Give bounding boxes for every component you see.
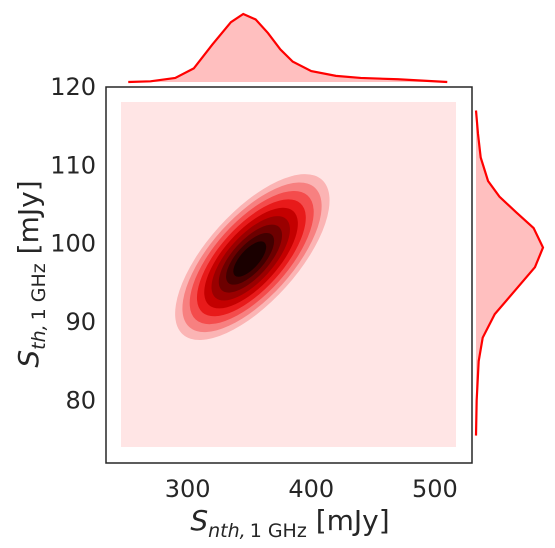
marginal-y-line	[474, 110, 545, 436]
x-axis-ticks: 300 400 500	[165, 475, 458, 503]
marginal-x-line	[128, 12, 448, 84]
marginal-y-fill	[476, 110, 543, 436]
joint-density-plot: 300 400 500 80 90 100 110 120	[50, 73, 473, 503]
marginal-x-fill	[128, 14, 448, 82]
y-tick-label: 80	[65, 386, 96, 414]
marginal-y-density	[474, 110, 545, 436]
y-tick-label: 120	[50, 73, 96, 101]
x-axis-label: Snth, 1 GHz [mJy]	[190, 504, 389, 542]
density-level-9	[233, 241, 267, 277]
x-tick-label: 400	[288, 475, 334, 503]
x-tick-label: 500	[412, 475, 458, 503]
y-axis-label: Sth,1 GHz [mJy]	[12, 180, 50, 367]
density-contours	[175, 174, 330, 341]
y-tick-label: 110	[50, 151, 96, 179]
marginal-x-density	[128, 12, 448, 84]
y-tick-label: 100	[50, 230, 96, 258]
y-axis-ticks: 80 90 100 110 120	[50, 73, 96, 414]
plot-frame	[105, 86, 473, 464]
x-tick-label: 300	[165, 475, 211, 503]
y-tick-label: 90	[65, 308, 96, 336]
